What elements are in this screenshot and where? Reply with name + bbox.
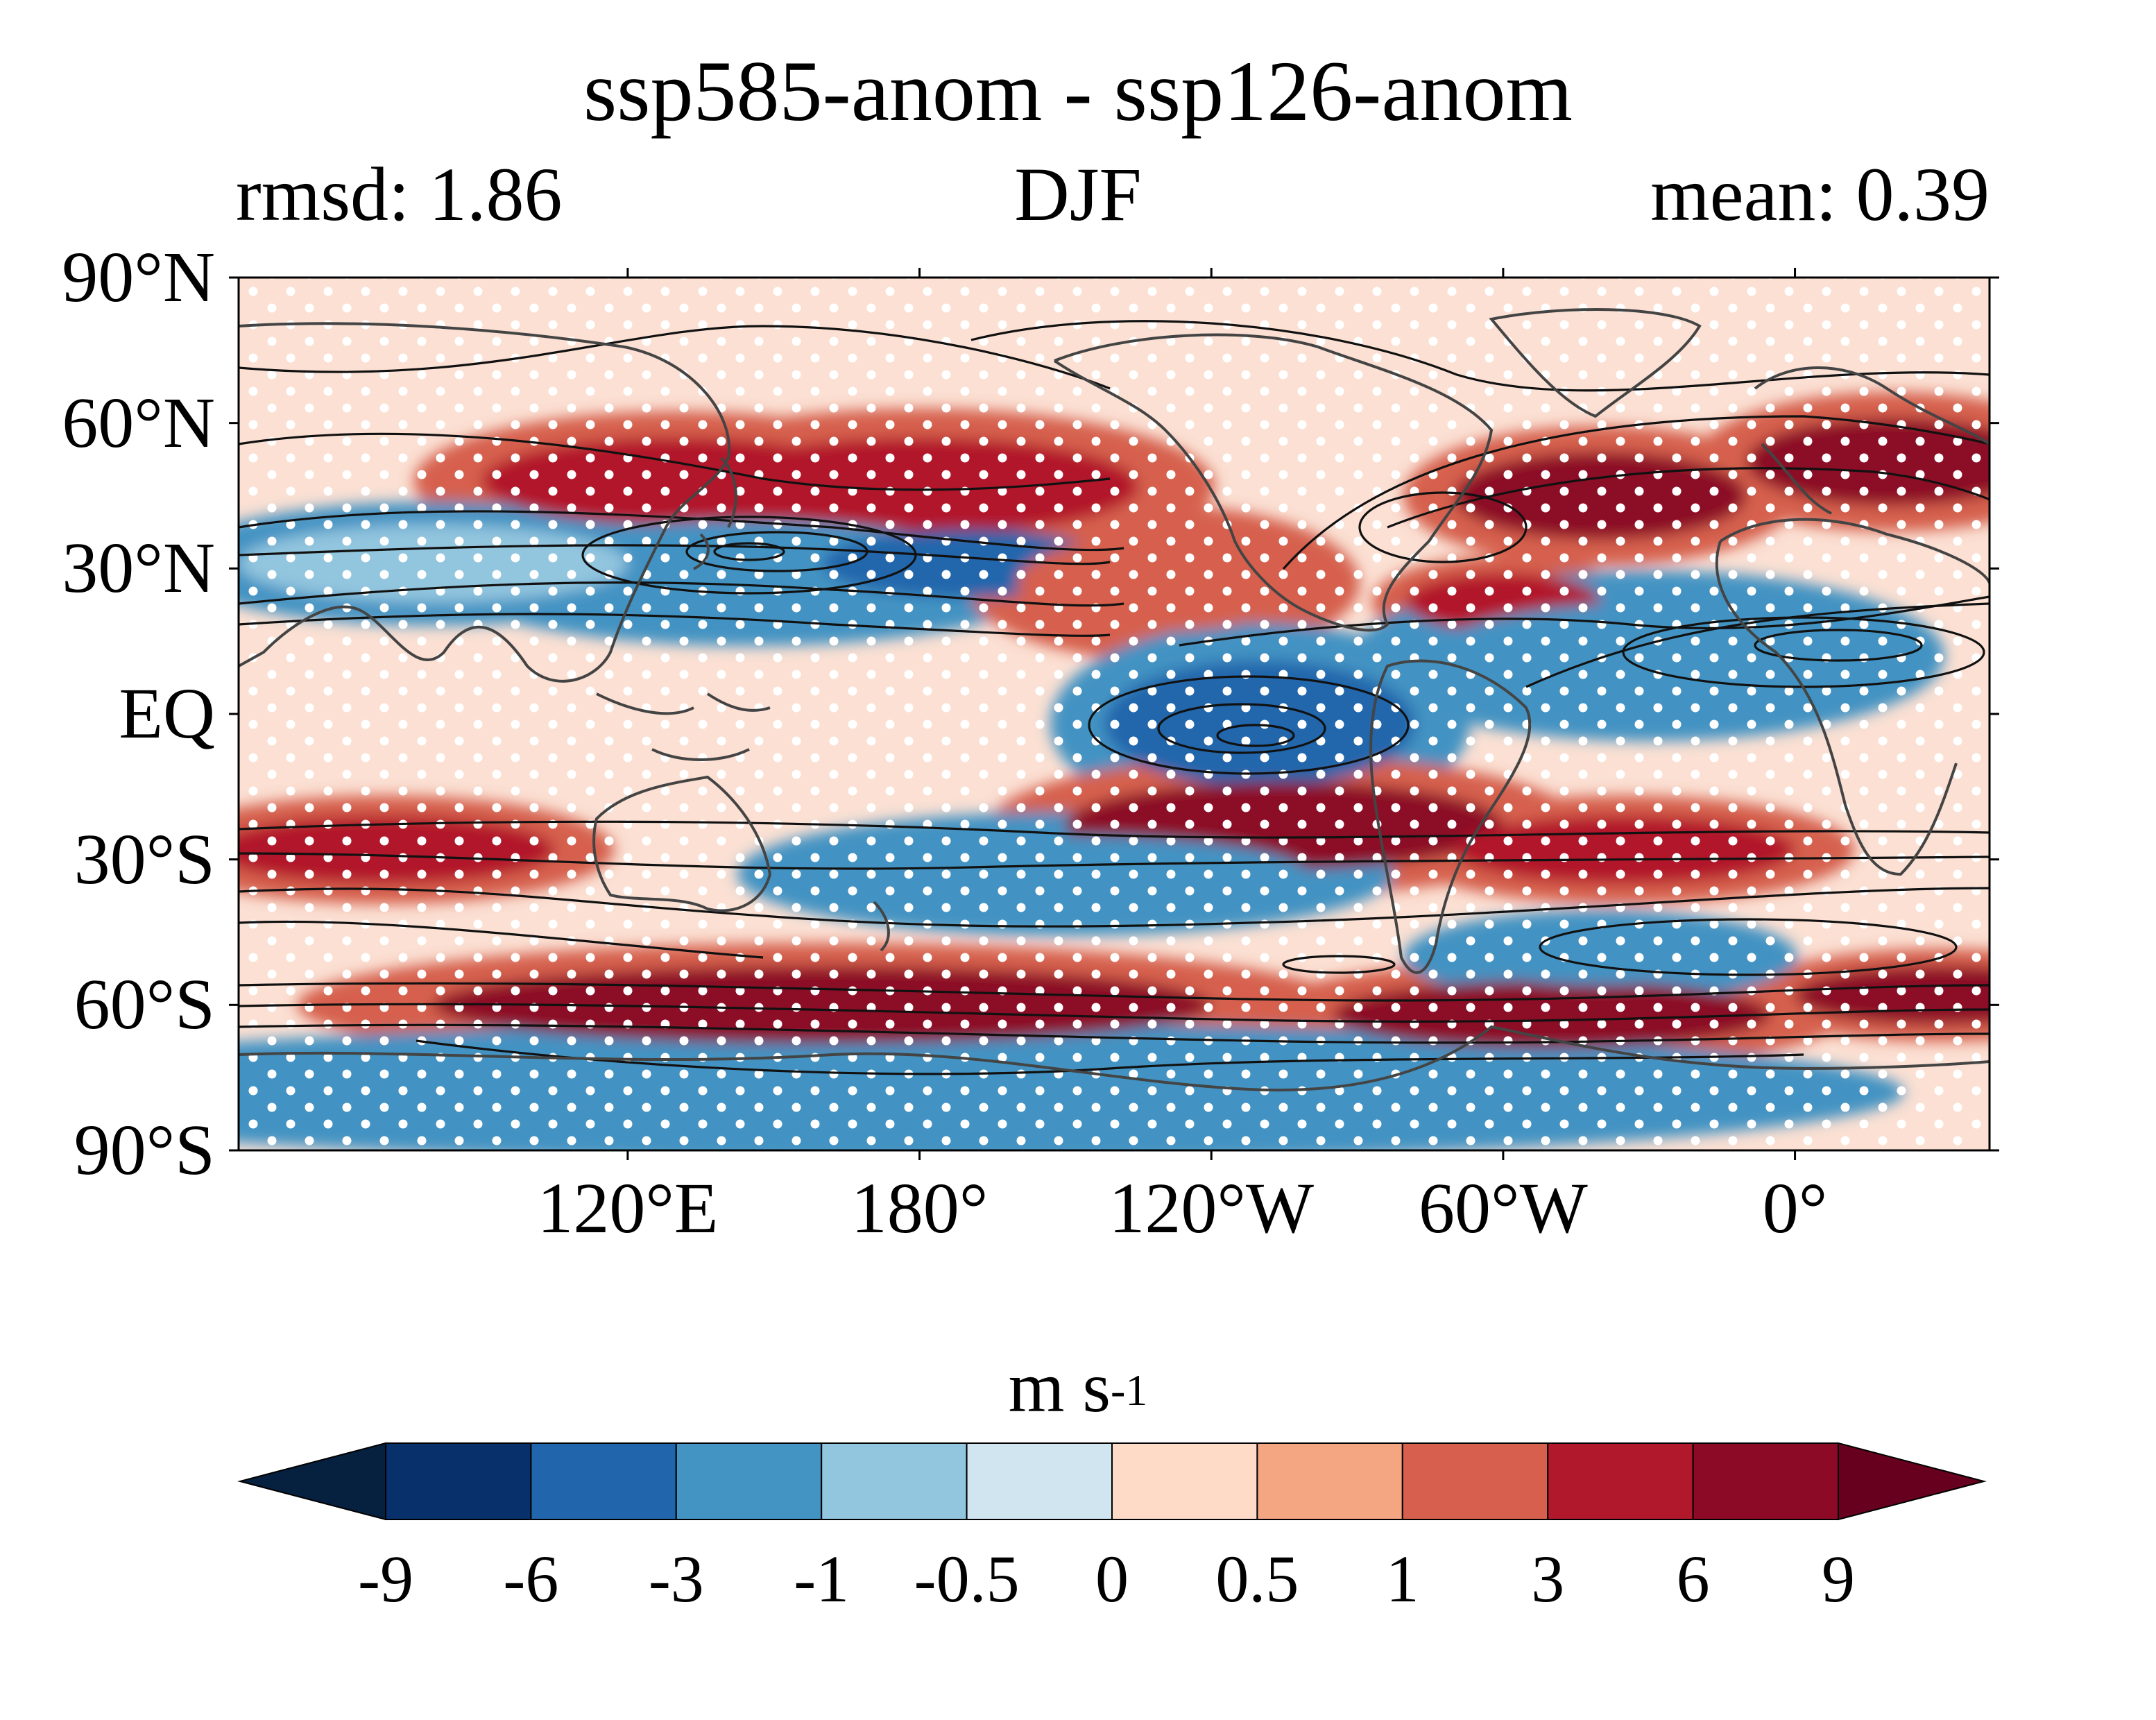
coastline-antarctica [239, 1025, 1990, 1091]
coastline-north-america [1053, 333, 1494, 632]
latitude-label: EQ [119, 674, 215, 753]
colorbar-tick-label: -1 [794, 1542, 850, 1616]
contour-line [1754, 629, 1923, 662]
colorbar-segment [1692, 1442, 1840, 1520]
significance-stippling [239, 278, 1990, 1150]
mean-label: mean: 0.39 [1650, 152, 1990, 237]
rmsd-label: rmsd: 1.86 [236, 152, 563, 237]
colorbar-tick-label: 0 [1095, 1542, 1129, 1616]
latitude-label: 90°S [74, 1110, 215, 1190]
colorbar-tick-label: 3 [1531, 1542, 1565, 1616]
latitude-label: 30°N [62, 528, 215, 608]
contour-line [239, 544, 1111, 565]
coastline-eurasia [239, 322, 731, 683]
contour-line [239, 581, 1124, 607]
contour-line [239, 510, 1124, 552]
latitude-label: 60°S [74, 964, 215, 1045]
coastline-maritime [596, 692, 771, 761]
contour-line [1358, 491, 1528, 563]
longitude-label: 0° [1762, 1168, 1828, 1248]
colorbar-segment [1401, 1442, 1549, 1520]
colorbar-segment [675, 1442, 823, 1520]
latitude-label: 30°S [74, 819, 215, 899]
coastline-australia [592, 775, 772, 912]
longitude-label: 120°W [1109, 1168, 1315, 1248]
contour-line [1088, 675, 1410, 775]
contour-line [1387, 467, 1990, 529]
contour-line [239, 982, 1990, 1002]
coastline-japan [693, 457, 737, 570]
colorbar-tick-label: 6 [1676, 1542, 1710, 1616]
climatology-contours [239, 320, 1990, 1075]
contour-line [239, 1023, 1990, 1044]
latitude-label: 60°N [62, 382, 215, 463]
contour-line [685, 531, 869, 572]
coastline-nz [873, 901, 890, 952]
contour-line [416, 1039, 1804, 1075]
longitude-label: 180° [850, 1168, 989, 1248]
colorbar-segment [1111, 1442, 1258, 1520]
contour-line [1539, 918, 1958, 976]
map-panel [239, 278, 1990, 1150]
colorbar-tick-label: -3 [648, 1542, 704, 1616]
coastline-europe [1754, 366, 1990, 515]
contour-line [1282, 415, 1990, 570]
colorbar-tick-label: 0.5 [1215, 1542, 1299, 1616]
coastline-africa [1715, 518, 1990, 876]
colorbar-tick-label: -9 [358, 1542, 413, 1616]
colorbar-tick-label: -0.5 [914, 1542, 1020, 1616]
contour-line [239, 887, 1990, 928]
contour-line [1216, 724, 1295, 747]
coastlines [239, 308, 1990, 1091]
contour-line [239, 325, 1111, 390]
season-label: DJF [1014, 152, 1142, 237]
colorbar [237, 1442, 1987, 1521]
contour-line [713, 542, 785, 561]
colorbar-segment [530, 1442, 677, 1520]
longitude-label: 120°E [537, 1168, 719, 1248]
contour-line [1179, 595, 1990, 647]
contour-line [1525, 602, 1990, 688]
coastline-south-america [1369, 659, 1532, 974]
contour-line [239, 432, 1111, 491]
contour-line [239, 920, 764, 959]
figure-title: ssp585-anom - ssp126-anom [583, 44, 1573, 139]
colorbar-tick-label: 1 [1385, 1542, 1419, 1616]
colorbar-over-extension [1838, 1442, 1987, 1521]
unit-exponent: -1 [1111, 1365, 1148, 1415]
unit-text: m s [1008, 1347, 1111, 1427]
latitude-label: 90°N [62, 237, 215, 317]
colorbar-unit: m s-1 [0, 1346, 2156, 1429]
colorbar-tick-label: 9 [1822, 1542, 1855, 1616]
coastline-greenland [1489, 308, 1702, 418]
colorbar-segment [1547, 1442, 1694, 1520]
colorbar-segment [821, 1442, 968, 1520]
map-ticks [229, 268, 1999, 1160]
contour-line [970, 320, 1990, 392]
colorbar-under-extension [237, 1442, 386, 1521]
contour-line [1282, 955, 1396, 974]
colorbar-tick-label: -6 [503, 1542, 559, 1616]
contour-line [581, 516, 917, 595]
contour-line [239, 852, 1990, 870]
colorbar-segment [1256, 1442, 1403, 1520]
contour-line [239, 820, 1990, 839]
longitude-label: 60°W [1419, 1168, 1588, 1248]
contour-line [1157, 703, 1326, 754]
colorbar-segment [385, 1442, 532, 1520]
contour-line [239, 613, 1111, 637]
contour-line [239, 1003, 1990, 1023]
colorbar-segment [966, 1442, 1113, 1520]
